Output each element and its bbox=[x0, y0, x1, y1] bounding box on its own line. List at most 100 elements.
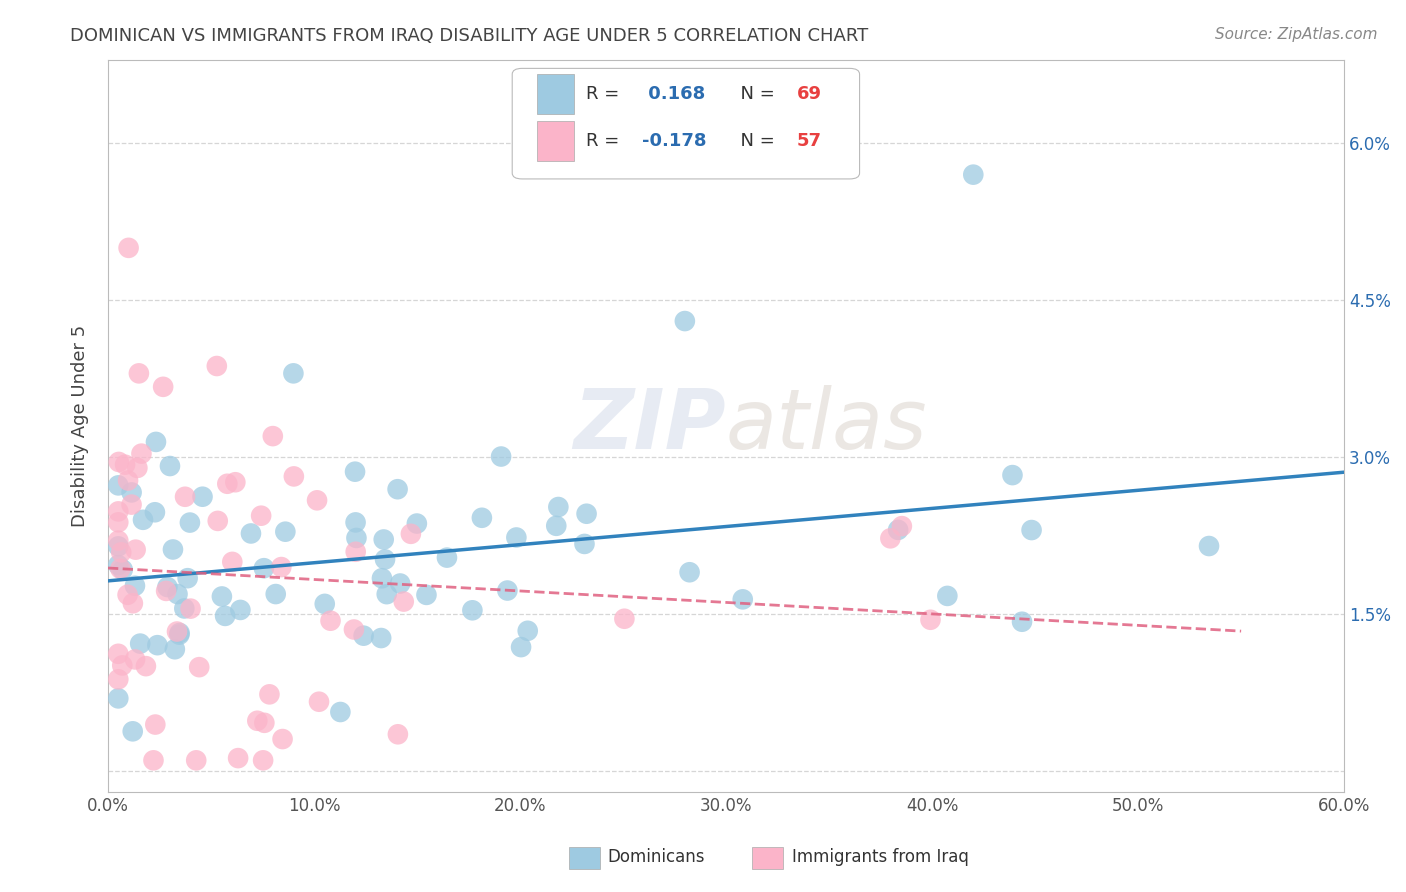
Point bbox=[387, 482, 409, 496]
Point bbox=[252, 753, 274, 767]
Point bbox=[343, 623, 366, 637]
Point bbox=[399, 526, 422, 541]
Point bbox=[274, 524, 297, 539]
Point bbox=[936, 589, 959, 603]
Point bbox=[887, 523, 910, 537]
FancyBboxPatch shape bbox=[537, 73, 574, 114]
Point bbox=[1021, 523, 1043, 537]
Point bbox=[283, 469, 305, 483]
Point bbox=[122, 596, 145, 610]
Point bbox=[239, 526, 262, 541]
Point bbox=[370, 631, 392, 645]
Point bbox=[510, 640, 533, 654]
Y-axis label: Disability Age Under 5: Disability Age Under 5 bbox=[72, 325, 89, 527]
Point bbox=[221, 555, 243, 569]
Point bbox=[180, 601, 202, 615]
Point bbox=[128, 367, 150, 381]
Point bbox=[186, 753, 208, 767]
Point bbox=[107, 691, 129, 706]
Point bbox=[547, 500, 569, 514]
Point bbox=[176, 571, 198, 585]
Point bbox=[107, 455, 129, 469]
Point bbox=[353, 629, 375, 643]
Point bbox=[111, 563, 134, 577]
Point bbox=[124, 542, 146, 557]
Point bbox=[135, 659, 157, 673]
Text: Immigrants from Iraq: Immigrants from Iraq bbox=[792, 848, 969, 866]
Text: -0.178: -0.178 bbox=[643, 132, 706, 150]
Point bbox=[107, 516, 129, 530]
Point bbox=[111, 658, 134, 673]
Point bbox=[546, 518, 568, 533]
Point bbox=[107, 673, 129, 687]
FancyBboxPatch shape bbox=[512, 69, 859, 179]
Point bbox=[264, 587, 287, 601]
Point bbox=[166, 624, 188, 639]
Point bbox=[270, 560, 292, 574]
Point bbox=[217, 476, 239, 491]
Point bbox=[143, 717, 166, 731]
Point bbox=[436, 550, 458, 565]
Point bbox=[114, 458, 136, 472]
Point bbox=[575, 507, 598, 521]
Point bbox=[129, 637, 152, 651]
Point bbox=[107, 647, 129, 661]
Text: atlas: atlas bbox=[725, 385, 928, 467]
Point bbox=[262, 429, 284, 443]
Text: 0.168: 0.168 bbox=[643, 85, 706, 103]
Point bbox=[205, 359, 228, 373]
Point bbox=[920, 613, 942, 627]
Point bbox=[131, 447, 153, 461]
Point bbox=[346, 531, 368, 545]
Point bbox=[387, 727, 409, 741]
Point bbox=[314, 597, 336, 611]
Point bbox=[169, 626, 191, 640]
Point bbox=[152, 380, 174, 394]
Point bbox=[1011, 615, 1033, 629]
Point bbox=[163, 642, 186, 657]
Point bbox=[191, 490, 214, 504]
Point bbox=[329, 705, 352, 719]
Point bbox=[253, 715, 276, 730]
Point bbox=[107, 478, 129, 492]
Point bbox=[173, 601, 195, 615]
Point bbox=[146, 638, 169, 652]
Text: R =: R = bbox=[586, 132, 626, 150]
Point bbox=[124, 579, 146, 593]
Point bbox=[405, 516, 427, 531]
Point bbox=[319, 614, 342, 628]
Point bbox=[489, 450, 512, 464]
Point bbox=[678, 566, 700, 580]
Point bbox=[121, 724, 143, 739]
Point bbox=[124, 652, 146, 666]
Point bbox=[389, 576, 412, 591]
Text: N =: N = bbox=[728, 132, 780, 150]
Point bbox=[344, 465, 367, 479]
Point bbox=[283, 367, 305, 381]
Point bbox=[121, 485, 143, 500]
Point bbox=[224, 475, 246, 490]
Point bbox=[142, 753, 165, 767]
Point bbox=[250, 508, 273, 523]
Point bbox=[505, 531, 527, 545]
Point bbox=[207, 514, 229, 528]
Point bbox=[107, 533, 129, 548]
Point bbox=[226, 751, 249, 765]
Point bbox=[415, 588, 437, 602]
Point bbox=[461, 603, 484, 617]
Point bbox=[110, 562, 132, 576]
Point bbox=[879, 532, 901, 546]
Point bbox=[471, 510, 494, 524]
Text: N =: N = bbox=[728, 85, 780, 103]
Text: 69: 69 bbox=[797, 85, 821, 103]
Point bbox=[962, 168, 984, 182]
Point bbox=[308, 695, 330, 709]
Text: 57: 57 bbox=[797, 132, 821, 150]
Point bbox=[271, 732, 294, 747]
Point bbox=[107, 504, 129, 518]
Point bbox=[392, 594, 415, 608]
Point bbox=[159, 458, 181, 473]
Text: Source: ZipAtlas.com: Source: ZipAtlas.com bbox=[1215, 27, 1378, 42]
Text: ZIP: ZIP bbox=[574, 385, 725, 467]
Point bbox=[188, 660, 211, 674]
